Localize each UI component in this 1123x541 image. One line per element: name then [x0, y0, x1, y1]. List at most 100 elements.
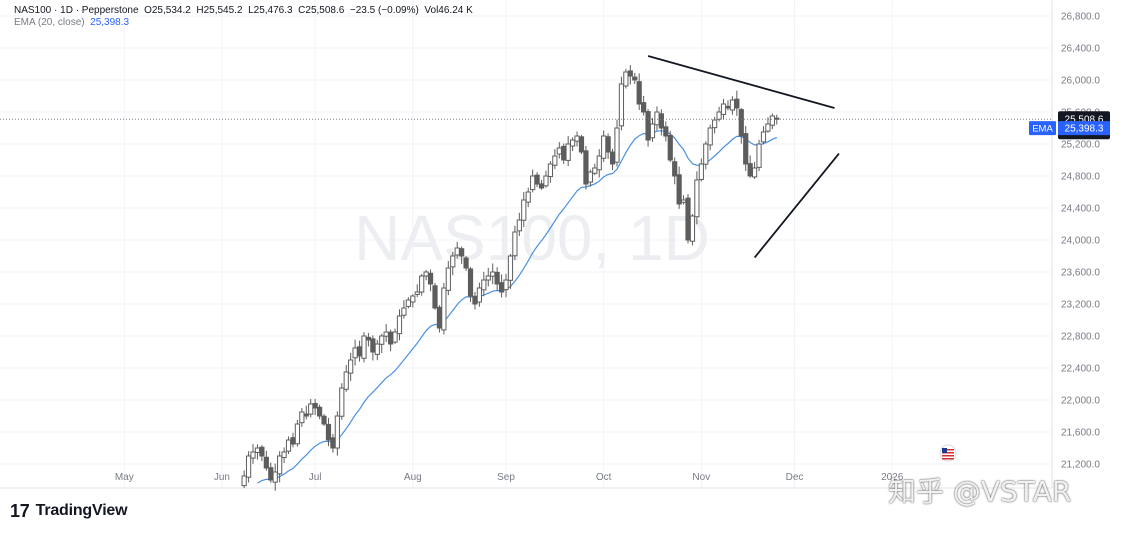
candle [308, 399, 314, 418]
candle [348, 352, 354, 381]
candle [263, 450, 269, 471]
candle-body [703, 143, 709, 165]
candle-body [712, 119, 718, 129]
candle [503, 273, 509, 298]
candle [476, 282, 482, 307]
tradingview-brand[interactable]: 17 TradingView [10, 500, 128, 522]
candle [419, 274, 425, 296]
candle-body [272, 471, 278, 483]
candle [339, 383, 345, 420]
time-axis[interactable]: May Jun Jul Aug Sep Oct Nov Dec 2026 [115, 472, 904, 483]
candle [547, 161, 554, 183]
price-tick-label: 26,400.0 [1061, 44, 1100, 55]
candle-body [689, 215, 696, 242]
candle [592, 163, 598, 176]
candle [343, 365, 349, 392]
candle-body [685, 197, 691, 241]
symbol-label[interactable]: NAS100 · 1D · Pepperstone [14, 5, 139, 16]
candle-body [774, 117, 780, 120]
high-value: 25,545.2 [203, 5, 243, 16]
candle-body [436, 306, 443, 329]
candle-body [512, 231, 518, 257]
price-tick-label: 23,200.0 [1061, 300, 1100, 311]
tradingview-logo-icon: 17 [10, 500, 30, 521]
candle [254, 444, 261, 460]
symbol-watermark: NAS100, 1D [354, 202, 710, 274]
time-tick-label: 2026 [881, 472, 904, 483]
candle-body [281, 451, 287, 458]
candle [281, 447, 287, 464]
candle-body [716, 111, 722, 120]
candle [609, 148, 616, 171]
candle [325, 417, 332, 447]
time-tick-label: Aug [404, 472, 422, 483]
volume-label: Vol [424, 5, 439, 16]
candle-body [463, 257, 469, 269]
candles [241, 65, 780, 491]
candle-body [481, 279, 487, 291]
candle [707, 124, 713, 151]
candle [312, 399, 318, 416]
candle-body [565, 143, 571, 161]
price-axis[interactable]: 21,200.0 21,600.0 22,000.0 22,400.0 22,800.0… [1061, 12, 1100, 471]
candle-body [370, 338, 376, 353]
candle-body [534, 174, 540, 185]
candle [632, 72, 638, 84]
candle-body [543, 175, 549, 187]
candle-body [379, 335, 385, 345]
candle-body [250, 451, 256, 459]
candle-body [414, 291, 420, 295]
zhihu-watermark: 知乎 @VSTAR [888, 475, 1072, 508]
ema-line [257, 130, 778, 484]
candle-body [645, 111, 651, 141]
candle-body [467, 268, 474, 297]
candle-body [285, 439, 292, 452]
price-tick-label: 26,000.0 [1061, 76, 1100, 87]
candle [241, 470, 247, 489]
flag-stripe [942, 452, 954, 454]
candle-body [277, 455, 283, 475]
candle-body [472, 295, 478, 305]
candle [392, 328, 398, 344]
candle-body [410, 295, 416, 303]
candle-body [694, 179, 700, 218]
candle [352, 339, 358, 366]
open-label: O [144, 5, 152, 16]
candle [587, 169, 593, 187]
candle-body [596, 155, 602, 171]
candle-body [525, 191, 531, 203]
us-flag-icon[interactable] [939, 444, 957, 462]
candle [614, 119, 620, 167]
candle-body [605, 136, 611, 153]
candle-body [432, 285, 438, 309]
flag-stripe [942, 455, 954, 457]
candle [534, 172, 540, 188]
candle-body [658, 113, 664, 129]
brand-name: TradingView [35, 502, 128, 519]
flag-stripe [942, 449, 954, 451]
candle [565, 135, 571, 167]
candle-body [290, 437, 296, 445]
price-tick-label: 22,800.0 [1061, 332, 1100, 343]
candle-body [751, 167, 758, 178]
candle [467, 267, 474, 302]
last-price-value: 25,508.6 [1065, 114, 1104, 125]
ema-legend-label: EMA (20, close) [14, 17, 85, 28]
candle [774, 114, 780, 125]
candle-body [725, 105, 731, 109]
candle [285, 436, 292, 455]
candle-body [427, 272, 434, 285]
candle-body [561, 145, 567, 161]
candle-body [632, 76, 638, 81]
ema-legend[interactable]: EMA (20, close) 25,398.3 [14, 17, 129, 28]
candle [703, 141, 709, 170]
candle [379, 333, 385, 354]
candle-body [450, 255, 456, 268]
candle-body [374, 343, 380, 355]
candle [512, 225, 518, 261]
candle-body [245, 455, 252, 478]
candle [676, 166, 682, 209]
candle [370, 335, 376, 361]
candle-body [325, 423, 332, 441]
